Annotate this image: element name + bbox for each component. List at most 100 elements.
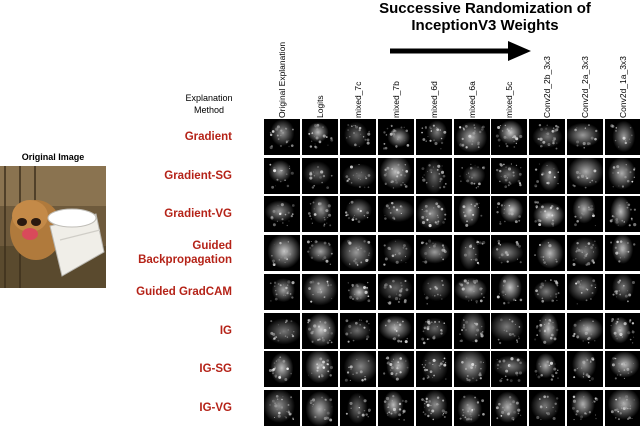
saliency-map (301, 119, 338, 155)
saliency-map (415, 273, 452, 310)
saliency-map (377, 119, 414, 155)
saliency-map (453, 157, 490, 194)
column-label: Conv2d_2a_3x3 (580, 56, 591, 118)
saliency-map (339, 235, 376, 272)
row-label: IG-VG (199, 401, 232, 414)
saliency-map (529, 351, 566, 388)
saliency-map (453, 351, 490, 388)
saliency-map (339, 119, 376, 155)
column-label: mixed_5c (504, 81, 515, 118)
column-label: mixed_7b (390, 81, 401, 118)
column-label: mixed_6a (466, 81, 477, 118)
row-label: IG-SG (199, 363, 232, 376)
saliency-map (377, 389, 414, 426)
saliency-map (415, 157, 452, 194)
saliency-map (339, 351, 376, 388)
original-image (0, 166, 106, 288)
saliency-map (605, 196, 640, 233)
saliency-map (264, 351, 300, 388)
saliency-map (605, 273, 640, 310)
saliency-map (567, 312, 604, 349)
saliency-map (377, 235, 414, 272)
saliency-map (264, 389, 300, 426)
saliency-map (415, 196, 452, 233)
saliency-map (453, 196, 490, 233)
saliency-map (339, 196, 376, 233)
saliency-map (453, 119, 490, 155)
saliency-map (453, 389, 490, 426)
saliency-map (567, 389, 604, 426)
saliency-map (567, 351, 604, 388)
saliency-map (491, 157, 528, 194)
method-header-line-1: Explanation (185, 93, 233, 103)
saliency-map (264, 157, 300, 194)
saliency-map (567, 235, 604, 272)
saliency-map (605, 389, 640, 426)
saliency-map (415, 119, 452, 155)
saliency-map (567, 157, 604, 194)
saliency-map (491, 351, 528, 388)
saliency-map (529, 196, 566, 233)
saliency-map (567, 119, 604, 155)
saliency-map (415, 389, 452, 426)
column-label: Conv2d_2b_3x3 (542, 56, 553, 118)
saliency-map (301, 235, 338, 272)
row-label: Guided GradCAM (136, 285, 232, 298)
saliency-map (605, 235, 640, 272)
saliency-map (491, 273, 528, 310)
saliency-map (377, 196, 414, 233)
column-label: mixed_7c (352, 81, 363, 118)
saliency-map (301, 351, 338, 388)
original-image-label: Original Image (21, 152, 85, 162)
saliency-map (529, 389, 566, 426)
row-label: Gradient-SG (164, 169, 232, 182)
saliency-map (264, 312, 300, 349)
row-label: Guided Backpropagation (138, 240, 232, 267)
randomization-arrow (390, 41, 531, 61)
saliency-map (491, 119, 528, 155)
saliency-map (491, 389, 528, 426)
saliency-map (264, 235, 300, 272)
saliency-map (301, 273, 338, 310)
saliency-map (301, 196, 338, 233)
saliency-map (339, 273, 376, 310)
saliency-map (567, 196, 604, 233)
column-label: mixed_6d (428, 81, 439, 118)
saliency-map (415, 312, 452, 349)
saliency-map (567, 273, 604, 310)
saliency-map (339, 389, 376, 426)
row-label: Gradient-VG (164, 208, 232, 221)
column-label: Original Explanation (277, 41, 287, 118)
saliency-map (529, 157, 566, 194)
figure-title: Successive Randomization of InceptionV3 … (330, 0, 640, 34)
saliency-map (529, 312, 566, 349)
saliency-map (264, 196, 300, 233)
column-label: Conv2d_1a_3x3 (618, 56, 629, 118)
saliency-map (491, 312, 528, 349)
column-label: Logits (314, 95, 325, 118)
row-label: Gradient (184, 131, 232, 143)
saliency-map (377, 312, 414, 349)
saliency-map (377, 351, 414, 388)
saliency-map (529, 273, 566, 310)
method-header-line-2: Method (193, 105, 225, 115)
saliency-map (605, 119, 640, 155)
saliency-map (415, 351, 452, 388)
saliency-map (453, 235, 490, 272)
saliency-map (339, 312, 376, 349)
saliency-map (301, 312, 338, 349)
saliency-map (529, 235, 566, 272)
saliency-map (605, 351, 640, 388)
method-header: Explanation Method (164, 92, 254, 116)
title-line-1: Successive Randomization of (379, 0, 591, 17)
saliency-map (529, 119, 566, 155)
saliency-map (491, 235, 528, 272)
saliency-map (264, 119, 300, 155)
saliency-map (415, 235, 452, 272)
saliency-map (453, 312, 490, 349)
saliency-map (453, 273, 490, 310)
saliency-map (605, 157, 640, 194)
row-label: IG (219, 324, 232, 337)
saliency-map (264, 273, 300, 310)
saliency-map (377, 157, 414, 194)
